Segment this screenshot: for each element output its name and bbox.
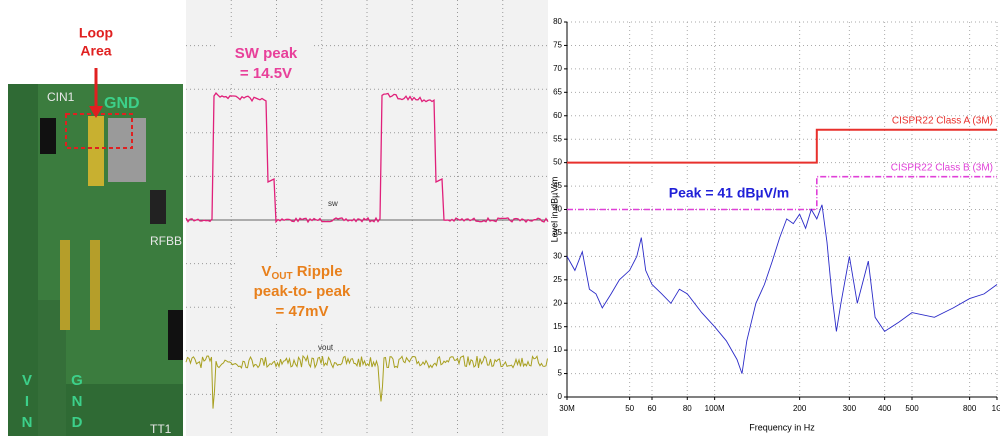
pcb-label: CIN1 <box>47 90 75 104</box>
x-tick-label: 400 <box>878 404 892 413</box>
ic <box>108 118 146 182</box>
x-tick-label: 300 <box>843 404 857 413</box>
pads <box>88 116 104 186</box>
y-tick-label: 80 <box>553 17 562 26</box>
series-label: CISPR22 Class A (3M) <box>892 115 993 126</box>
pcb-label: TT1 <box>150 422 172 436</box>
scope-panel: SW peak = 14.5V VOUT Ripple peak-to- peak = … <box>186 0 548 436</box>
loop-label: Area <box>80 43 111 59</box>
figure: Loop Area CIN1 GND RFBB TT1 SW peak = 14.… <box>0 0 1000 436</box>
component <box>168 310 183 360</box>
y-tick-label: 0 <box>558 392 563 401</box>
pcb-panel: Loop Area CIN1 GND RFBB TT1 <box>8 25 183 436</box>
x-tick-label: 200 <box>793 404 807 413</box>
y-tick-label: 75 <box>553 41 562 50</box>
y-tick-label: 55 <box>553 134 562 143</box>
sw-annotation: = 14.5V <box>240 65 292 82</box>
pcb-label: VIN <box>20 370 34 433</box>
pad <box>90 240 100 330</box>
x-tick-label: 1G <box>992 404 1000 413</box>
y-tick-label: 65 <box>553 87 562 96</box>
y-tick-label: 15 <box>553 322 562 331</box>
pcb-label: GND <box>104 95 140 112</box>
vout-annotation-part: Ripple <box>293 263 343 280</box>
series-label: CISPR22 Class B (3M) <box>891 162 993 173</box>
x-tick-label: 30M <box>559 404 575 413</box>
pcb-label: GND <box>70 370 84 433</box>
x-tick-label: 80 <box>683 404 692 413</box>
x-tick-label: 60 <box>648 404 657 413</box>
peak-annotation: Peak = 41 dBµV/m <box>669 185 790 201</box>
vout-annotation: peak-to- peak <box>254 283 351 300</box>
page: Loop Area CIN1 GND RFBB TT1 SW peak = 14.… <box>0 0 1000 436</box>
trace-label: vout <box>318 343 334 352</box>
y-tick-label: 50 <box>553 158 562 167</box>
pad <box>60 240 70 330</box>
y-tick-label: 20 <box>553 298 562 307</box>
y-tick-label: 10 <box>553 345 562 354</box>
resistor <box>150 190 166 224</box>
vout-annotation-part: V <box>261 263 271 280</box>
vout-annotation-part: OUT <box>271 271 292 282</box>
x-axis-label: Frequency in Hz <box>749 422 815 432</box>
vout-annotation: = 47mV <box>276 303 329 320</box>
x-tick-label: 500 <box>905 404 919 413</box>
x-tick-label: 50 <box>625 404 634 413</box>
x-tick-label: 800 <box>963 404 977 413</box>
pcb-label: RFBB <box>150 234 182 248</box>
y-axis-label: Level in dBµV/m <box>549 177 559 243</box>
capacitor <box>40 118 56 154</box>
y-tick-label: 60 <box>553 111 562 120</box>
y-tick-label: 25 <box>553 275 562 284</box>
loop-label: Loop <box>79 25 113 41</box>
y-tick-label: 70 <box>553 64 562 73</box>
trace-label: sw <box>328 199 338 208</box>
sw-annotation: SW peak <box>235 45 298 62</box>
y-tick-label: 5 <box>558 369 563 378</box>
x-tick-label: 100M <box>705 404 725 413</box>
y-tick-label: 30 <box>553 251 562 260</box>
